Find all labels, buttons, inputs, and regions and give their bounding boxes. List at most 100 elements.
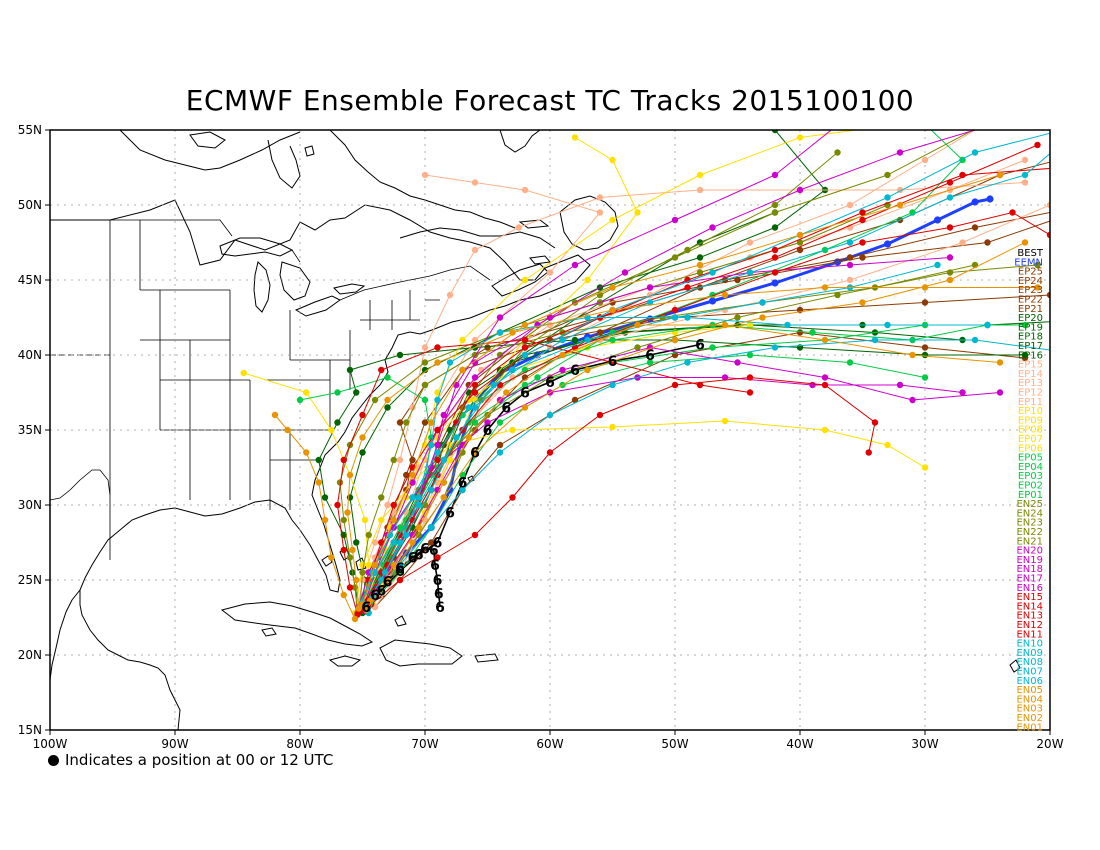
track-position-dot [303,389,310,396]
track-position-dot [534,374,541,381]
track-position-dot [921,344,929,351]
track-position-dot [503,389,510,396]
lon-tick-label: 50W [661,737,688,751]
track-position-dot [1084,149,1090,155]
track-position-dot [846,261,854,269]
track-position-dot [1034,141,1041,149]
legend-entry: EP01 [1018,490,1043,501]
track-position-dot [359,569,366,576]
legend-entry: EP17 [1018,341,1043,352]
position-dot-icon [48,755,59,766]
track-position-dot [509,426,516,434]
hurricane-symbol: 6 [501,401,511,417]
track-position-dot [355,605,362,612]
track-position-dot [509,366,516,374]
track-position-dot [346,584,354,591]
track-position-dot [396,576,404,584]
track-position-dot [1021,171,1029,179]
track-position-dot [359,600,366,608]
track-position-dot [821,381,829,389]
track-position-dot [471,374,479,381]
track-position-dot [384,396,391,404]
hurricane-symbol: 6 [695,338,705,354]
canada-us-border [50,219,491,301]
lat-tick-label: 35N [18,423,42,437]
track-position-dot [771,279,779,287]
track-position-dot [471,179,479,186]
track-best-forecast [365,343,701,608]
track-position-dot [1021,351,1029,359]
track-position-dot [378,516,385,524]
track-position-dot [946,276,954,284]
hurricane-symbol: 6 [433,536,443,552]
track-position-dot [403,419,410,426]
legend-entry: EP16 [1018,350,1043,361]
track-position-dot [859,254,866,261]
legend-entry: EP23 [1018,285,1043,296]
track-position-dot [946,254,954,261]
hurricane-symbol: 6 [370,588,380,604]
track-position-dot [834,291,841,299]
track-position-dot [921,351,929,359]
track-position-dot [359,411,366,419]
jamaica [328,655,362,667]
track-position-dot [771,344,779,351]
track-position-dot [384,374,391,381]
track-position-dot [946,224,954,231]
bahamas-4 [394,615,407,627]
track-position-dot [334,389,341,396]
track-position-dot [896,149,904,156]
track-position-dot [509,329,516,336]
track-line [372,339,1050,599]
track-position-dot [671,216,679,224]
track-position-dot [609,336,616,344]
track-position-dot [1034,284,1041,291]
track-position-dot [896,201,904,209]
track-position-dot [946,179,954,186]
legend-entry: EN22 [1016,527,1043,538]
track-position-dot [434,359,441,366]
track-position-dot [646,284,654,291]
track-position-dot [859,216,866,224]
legend-entry: EN11 [1016,629,1043,640]
track-position-dot [521,186,529,194]
track-position-dot [359,434,366,441]
track-position-dot [296,396,304,404]
track-position-dot [584,336,591,344]
legend-entry: EP05 [1018,453,1043,464]
track-position-dot [846,359,854,366]
track-position-dot [496,314,504,321]
track-position-dot [409,494,416,501]
track-position-dot [959,389,966,396]
track-position-dot [709,344,716,351]
legend-entry: EP24 [1018,276,1043,287]
track-position-dot [696,254,704,261]
legend-entry: EN07 [1016,667,1043,678]
track-position-dot [846,276,854,284]
lake-ontario [333,283,366,295]
track-position-dot [351,615,359,623]
track-position-dot [396,539,404,546]
track-position-dot [465,404,472,411]
track-position-dot [521,276,529,284]
lon-tick-label: 60W [536,737,563,751]
track-position-dot [409,531,416,539]
track-position-dot [521,321,529,329]
state-lines-1 [109,220,255,560]
track-position-dot [390,456,397,464]
track-position-dot [471,396,479,404]
lake-okeechobee [321,555,333,567]
track-position-dot [871,336,879,344]
legend-entry: EN10 [1016,639,1043,650]
hurricane-symbol: 6 [608,354,618,370]
cape-verde-tick [1009,659,1021,673]
track-position-dot [509,494,516,501]
track-position-dot [759,299,766,306]
track-position-dot [984,119,990,125]
track-position-dot [366,597,374,605]
track-position-dot [921,156,929,164]
legend-entry: EN13 [1016,611,1043,622]
track-position-dot [771,246,779,254]
track-position-dot [984,239,991,246]
